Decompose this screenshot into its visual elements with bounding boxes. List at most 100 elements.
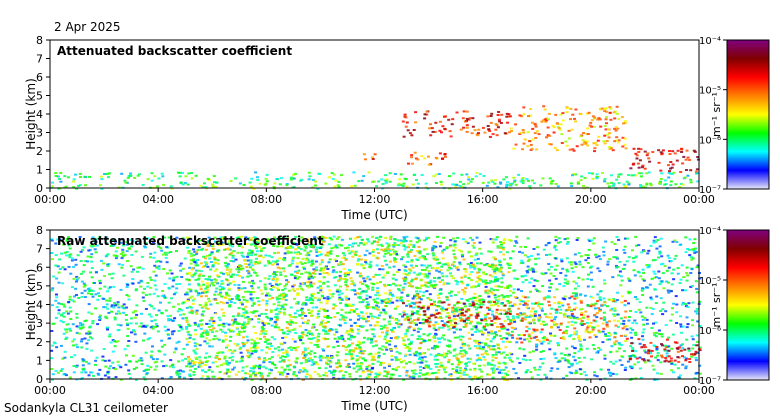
heatmap-cell <box>264 330 268 333</box>
heatmap-cell <box>311 326 315 329</box>
heatmap-cell <box>70 356 73 359</box>
heatmap-cell <box>669 180 673 183</box>
heatmap-cell <box>554 248 558 251</box>
heatmap-cell <box>308 273 312 275</box>
heatmap-cell <box>549 272 553 275</box>
heatmap-cell <box>247 272 251 275</box>
heatmap-cell <box>359 367 363 370</box>
heatmap-cell <box>561 267 565 270</box>
heatmap-cell <box>433 355 437 358</box>
heatmap-cell <box>121 251 125 254</box>
heatmap-cell <box>384 346 387 349</box>
heatmap-cell <box>51 378 54 381</box>
heatmap-cell <box>402 339 406 342</box>
heatmap-cell <box>80 280 84 283</box>
heatmap-cell <box>329 365 332 368</box>
heatmap-cell <box>426 348 430 351</box>
heatmap-cell <box>641 331 645 334</box>
heatmap-cell <box>431 249 435 252</box>
heatmap-cell <box>147 368 150 371</box>
heatmap-cell <box>412 174 416 176</box>
heatmap-cell <box>562 285 566 287</box>
heatmap-cell <box>265 339 269 342</box>
heatmap-cell <box>498 120 501 123</box>
heatmap-cell <box>264 367 268 370</box>
heatmap-cell <box>479 252 483 255</box>
heatmap-cell <box>455 368 459 371</box>
heatmap-cell <box>341 252 345 255</box>
heatmap-cell <box>207 297 211 300</box>
heatmap-cell <box>377 351 381 354</box>
heatmap-cell <box>244 305 248 308</box>
heatmap-cell <box>372 240 376 243</box>
heatmap-cell <box>657 149 661 152</box>
heatmap-cell <box>90 312 94 315</box>
colorbar-label: m⁻¹ sr⁻¹ <box>710 92 723 137</box>
heatmap-cell <box>188 369 192 372</box>
heatmap-cell <box>388 260 392 263</box>
heatmap-cell <box>491 264 495 267</box>
heatmap-cell <box>304 359 308 361</box>
heatmap-cell <box>349 318 352 321</box>
heatmap-cell <box>93 248 97 251</box>
heatmap-cell <box>97 292 100 295</box>
heatmap-cell <box>421 318 425 321</box>
heatmap-cell <box>461 288 465 291</box>
heatmap-cell <box>382 255 386 258</box>
heatmap-cell <box>397 288 401 291</box>
heatmap-cell <box>268 368 272 371</box>
heatmap-cell <box>190 177 194 180</box>
heatmap-cell <box>107 311 111 314</box>
heatmap-cell <box>295 293 299 296</box>
heatmap-cell <box>337 263 341 266</box>
heatmap-cell <box>615 264 618 267</box>
heatmap-cell <box>322 268 326 271</box>
heatmap-cell <box>603 180 607 183</box>
heatmap-cell <box>453 243 457 246</box>
heatmap-cell <box>590 358 594 361</box>
heatmap-cell <box>460 297 464 300</box>
heatmap-cell <box>248 249 252 252</box>
heatmap-cell <box>232 322 236 325</box>
heatmap-cell <box>432 327 436 330</box>
heatmap-cell <box>615 249 619 251</box>
heatmap-cell <box>581 266 585 269</box>
heatmap-cell <box>628 279 632 282</box>
heatmap-cell <box>609 372 613 374</box>
heatmap-cell <box>457 249 461 252</box>
heatmap-cell <box>581 139 585 142</box>
heatmap-cell <box>441 366 445 369</box>
heatmap-cell <box>376 287 380 290</box>
heatmap-cell <box>487 362 491 365</box>
heatmap-cell <box>573 261 577 264</box>
heatmap-cell <box>229 268 233 271</box>
heatmap-cell <box>403 237 407 240</box>
heatmap-cell <box>189 259 193 262</box>
heatmap-cell <box>261 326 264 328</box>
heatmap-cell <box>238 330 241 333</box>
heatmap-cell <box>453 246 457 249</box>
heatmap-cell <box>308 274 312 277</box>
heatmap-cell <box>335 237 339 240</box>
heatmap-cell <box>526 265 530 268</box>
heatmap-cell <box>227 328 231 331</box>
heatmap-cell <box>615 105 619 108</box>
heatmap-cell <box>511 250 515 253</box>
heatmap-cell <box>56 175 60 178</box>
heatmap-cell <box>683 176 687 179</box>
heatmap-cell <box>77 297 81 299</box>
heatmap-cell <box>295 374 298 377</box>
heatmap-cell <box>244 236 248 239</box>
heatmap-cell <box>60 313 64 316</box>
heatmap-cell <box>695 172 699 174</box>
heatmap-cell <box>570 185 574 187</box>
heatmap-cell <box>476 134 480 137</box>
heatmap-cell <box>484 289 488 292</box>
heatmap-cell <box>371 366 375 369</box>
heatmap-cell <box>201 186 205 189</box>
heatmap-cell <box>50 368 54 370</box>
heatmap-cell <box>226 283 230 286</box>
heatmap-cell <box>590 119 594 122</box>
heatmap-cell <box>293 275 297 277</box>
heatmap-cell <box>669 167 672 170</box>
